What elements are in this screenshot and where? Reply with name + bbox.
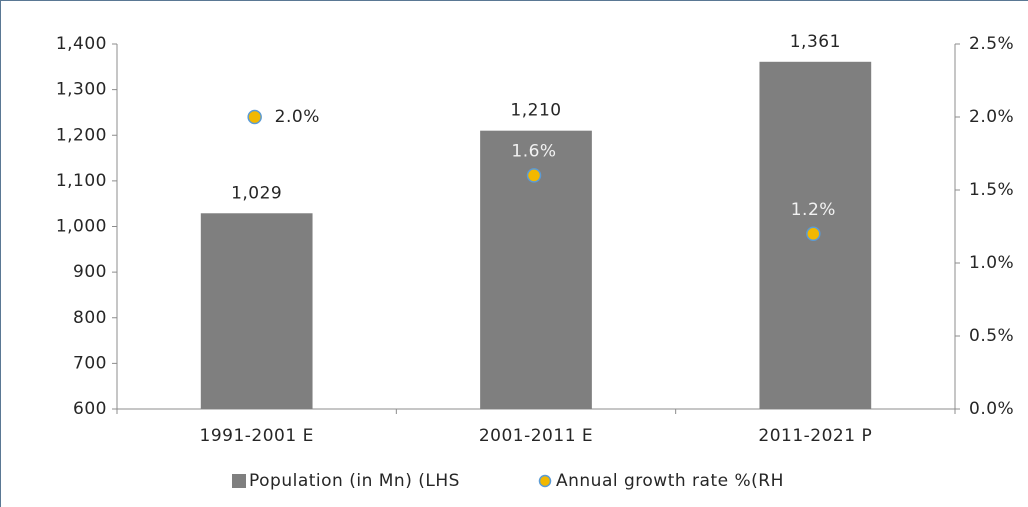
y-tick-label: 800	[73, 308, 107, 328]
x-tick-label: 2011-2021 P	[758, 426, 872, 446]
point-value-label: 2.0%	[275, 107, 320, 127]
x-tick-label: 1991-2001 E	[200, 426, 314, 446]
legend-label: Annual growth rate %(RH	[556, 471, 784, 491]
legend-label: Population (in Mn) (LHS	[249, 471, 460, 491]
x-tick-label: 2001-2011 E	[479, 426, 593, 446]
y-tick-label: 1,100	[56, 171, 107, 191]
y2-tick-label: 2.0%	[969, 107, 1014, 127]
y-tick-label: 700	[73, 353, 107, 373]
y-tick-label: 600	[73, 399, 107, 419]
bar-value-label: 1,029	[231, 183, 282, 203]
y2-tick-label: 0.5%	[969, 326, 1014, 346]
bar-value-label: 1,210	[510, 101, 561, 121]
y-tick-label: 900	[73, 262, 107, 282]
point-value-label: 1.6%	[511, 141, 556, 161]
y2-tick-label: 2.5%	[969, 34, 1014, 54]
y2-tick-label: 1.5%	[969, 180, 1014, 200]
point-value-label: 1.2%	[791, 200, 836, 220]
y-tick-label: 1,400	[56, 34, 107, 54]
point	[526, 168, 542, 183]
legend-swatch	[232, 474, 246, 488]
y2-tick-label: 1.0%	[969, 253, 1014, 273]
y-tick-label: 1,300	[56, 80, 107, 100]
y-tick-label: 1,200	[56, 125, 107, 145]
point	[806, 226, 821, 242]
y2-tick-label: 0.0%	[969, 399, 1014, 419]
y-tick-label: 1,000	[56, 217, 107, 237]
bar-value-label: 1,361	[790, 32, 841, 52]
legend-swatch	[538, 474, 552, 488]
point	[247, 109, 262, 125]
bar	[200, 213, 313, 409]
